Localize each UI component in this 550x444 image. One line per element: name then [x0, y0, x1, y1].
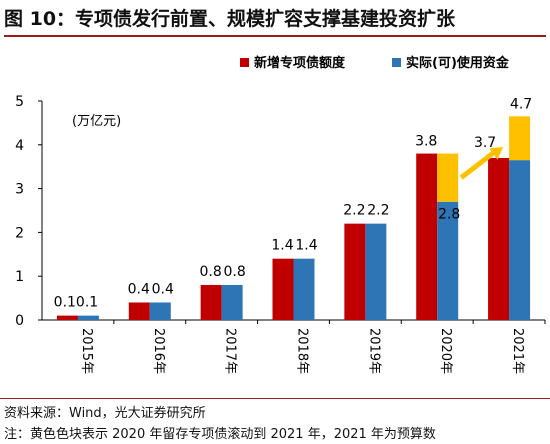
- bar-actual-used: [77, 315, 99, 320]
- bar-new-special-bond: [488, 157, 510, 320]
- bar-actual-used: [293, 258, 315, 320]
- rollover-arrow-shaft: [459, 148, 499, 180]
- data-label-actual-used: 0.4: [152, 281, 174, 297]
- x-tick-label: 2016年: [151, 328, 166, 374]
- source-text: 资料来源：Wind，光大证券研究所: [4, 406, 206, 421]
- bar-new-special-bond: [344, 223, 366, 320]
- data-label-new-special-bond: 3.8: [415, 134, 437, 150]
- data-label-actual-used: 2.8: [438, 207, 460, 223]
- legend-label-new-special-bond: 新增专项债额度: [254, 55, 346, 71]
- bar-actual-used: [437, 201, 459, 320]
- y-tick-label: 4: [15, 138, 24, 154]
- bar-actual-used: [365, 223, 387, 320]
- x-tick-label: 2017年: [223, 328, 238, 374]
- data-label-actual-used: 0.8: [224, 264, 246, 280]
- data-label-new-special-bond: 0.1: [54, 295, 76, 311]
- bar-chart: 0 1 2 3 4 5 (万亿元) 新增专项债额度 实际(可)使用资金 2015年 2016年 201…: [15, 55, 546, 374]
- bar-actual-used: [221, 284, 243, 320]
- chart-title: 图 10：专项债发行前置、规模扩容支撑基建投资扩张: [4, 3, 546, 37]
- legend-swatch-new-special-bond: [240, 58, 249, 67]
- bar-rollover-segment: [437, 153, 459, 202]
- legend-label-actual-used: 实际(可)使用资金: [406, 55, 510, 71]
- unit-label: (万亿元): [72, 114, 121, 129]
- data-label-actual-used: 1.4: [295, 238, 317, 254]
- x-tick-label: 2018年: [295, 328, 310, 374]
- y-tick-label: 3: [15, 182, 24, 198]
- data-label-new-special-bond: 1.4: [271, 238, 293, 254]
- x-tick-label: 2015年: [79, 328, 94, 374]
- data-label-actual-used: 0.1: [76, 295, 98, 311]
- bar-rollover-segment: [509, 116, 531, 161]
- y-tick-label: 1: [15, 269, 24, 285]
- bar-new-special-bond: [128, 302, 150, 320]
- bar-new-special-bond: [416, 153, 438, 320]
- data-label-new-special-bond: 3.7: [474, 135, 496, 151]
- y-tick-label: 2: [15, 225, 24, 241]
- x-tick-label: 2020年: [438, 328, 453, 374]
- y-tick-label: 0: [15, 313, 24, 329]
- data-label-new-special-bond: 0.4: [128, 281, 150, 297]
- note-text: 注：黄色色块表示 2020 年留存专项债滚动到 2021 年，2021 年为预算…: [4, 427, 436, 442]
- bar-actual-used: [509, 160, 531, 320]
- bar-new-special-bond: [56, 315, 78, 320]
- data-label-actual-used: 2.2: [367, 203, 389, 219]
- data-label-rollover-total: 4.7: [510, 96, 532, 112]
- data-label-new-special-bond: 2.2: [343, 203, 365, 219]
- bar-new-special-bond: [272, 258, 294, 320]
- y-tick-label: 5: [15, 94, 24, 110]
- bar-actual-used: [149, 302, 171, 320]
- data-label-new-special-bond: 0.8: [200, 264, 222, 280]
- x-tick-label: 2019年: [366, 328, 381, 374]
- footer-divider: [0, 398, 550, 399]
- legend-swatch-actual-used: [392, 58, 401, 67]
- x-tick-label: 2021年: [510, 328, 525, 374]
- rollover-arrow-head: [489, 146, 504, 160]
- bar-new-special-bond: [200, 284, 222, 320]
